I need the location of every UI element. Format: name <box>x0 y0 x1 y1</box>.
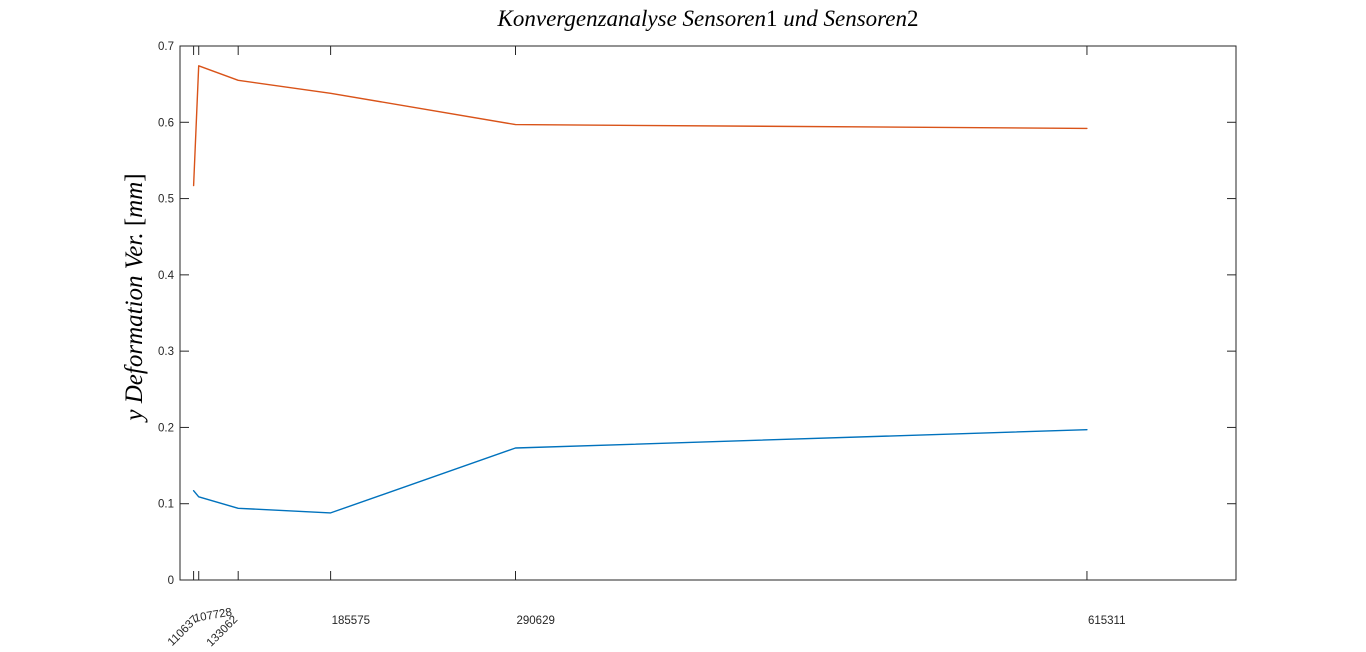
chart-title-text: Konvergenzanalyse Sensoren <box>497 6 767 31</box>
axes-box <box>179 45 1237 581</box>
chart-title-digit: 2 <box>906 6 919 31</box>
x-tick-label: 185575 <box>332 615 370 627</box>
y-tick-label: 0.4 <box>158 270 175 282</box>
chart-title: Konvergenzanalyse Sensoren1 und Sensoren… <box>180 6 1236 32</box>
y-tick-label: 0.1 <box>158 499 174 511</box>
y-tick-label: 0.5 <box>158 194 174 206</box>
series-line-sensoren1 <box>192 65 1088 187</box>
chart-title-digit: 1 <box>766 6 778 31</box>
series-line-sensoren2 <box>192 429 1088 514</box>
y-tick-label: 0 <box>168 575 174 587</box>
y-tick-label: 0.7 <box>158 41 174 53</box>
x-tick-label: 290629 <box>517 615 555 627</box>
y-tick-label: 0.3 <box>158 346 174 358</box>
x-tick-label: 110637 <box>166 614 201 649</box>
chart-title-text: und Sensoren <box>777 6 907 31</box>
y-tick-label: 0.6 <box>158 117 174 129</box>
x-tick-label: 615311 <box>1088 615 1126 627</box>
y-tick-label: 0.2 <box>158 422 174 434</box>
